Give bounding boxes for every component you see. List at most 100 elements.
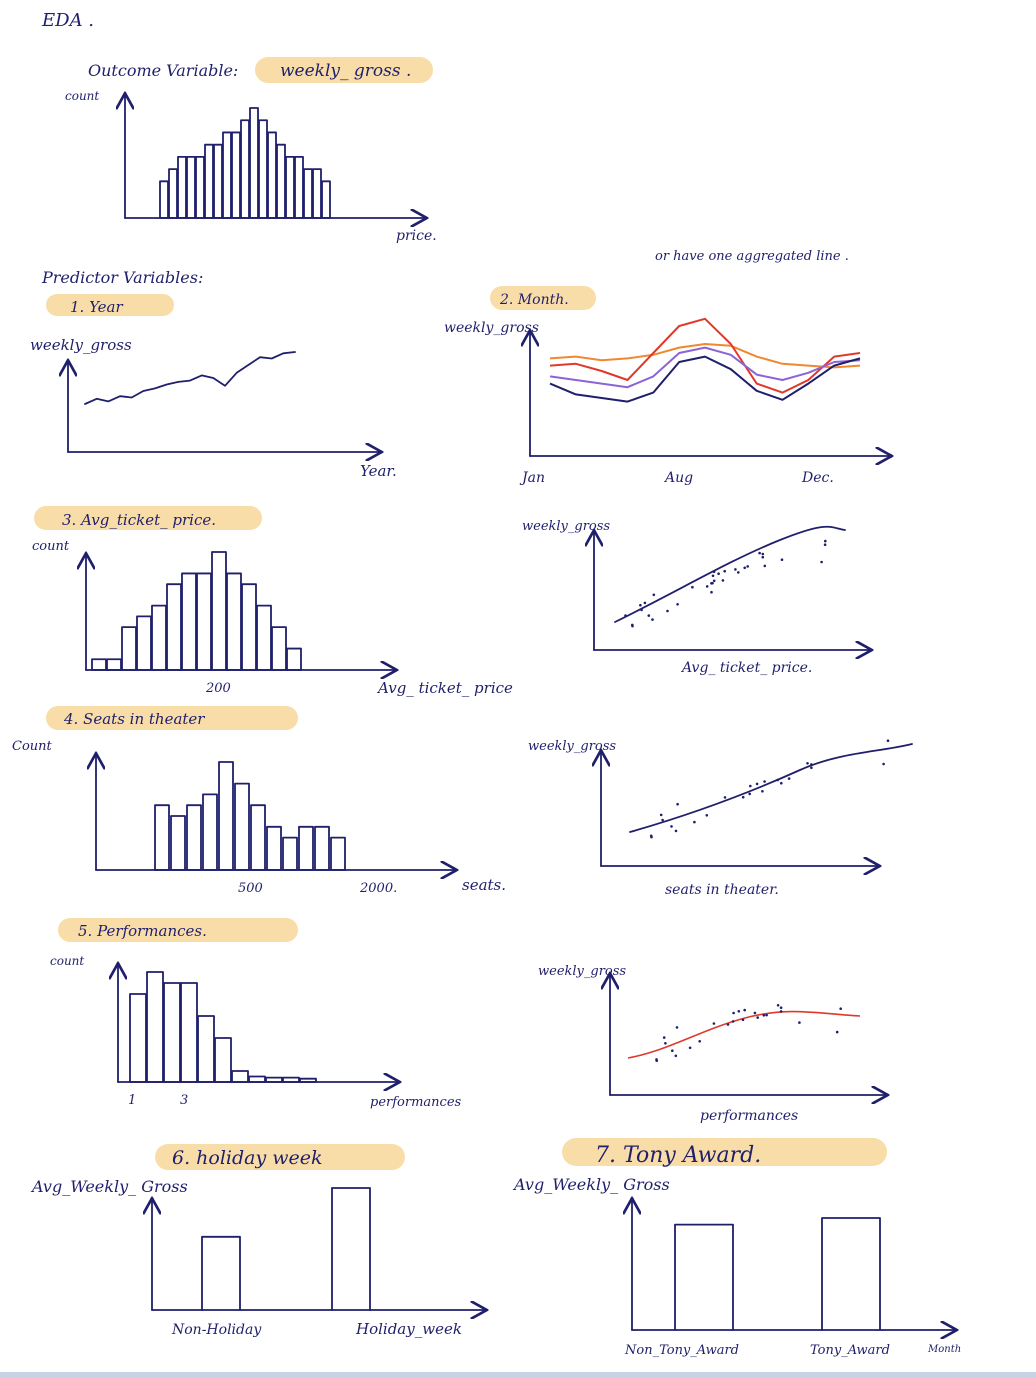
outcome-bar-11 <box>258 119 268 219</box>
month-series-2 <box>549 346 861 389</box>
seats-ylabel: Count <box>12 739 53 754</box>
perf-scatter-ylabel: weekly_gross <box>538 964 626 979</box>
perf-scatter-point-1 <box>662 1036 666 1039</box>
ticket-bar-2 <box>121 626 137 671</box>
ticket-bar-4 <box>151 604 167 671</box>
ticket-scatter-point-5 <box>676 603 679 606</box>
perf-scatter-point-24 <box>765 1013 768 1017</box>
holiday-chart: Avg_Weekly_ Gross Non-Holiday Holiday_we… <box>30 1177 485 1338</box>
predictors-label: Predictor Variables: <box>41 268 203 287</box>
year-series-line <box>84 351 296 405</box>
ticket-scatter-point-30 <box>823 543 827 546</box>
ticket-scatter-point-11 <box>820 560 823 564</box>
outcome-bar-10 <box>249 107 259 219</box>
month-heading: 2. Month. <box>499 292 569 308</box>
ticket-scatter-point-7 <box>723 569 726 573</box>
tony-extra-label: Month <box>927 1344 961 1355</box>
ticket-scatter: weekly_gross Avg_ ticket_ price. <box>522 519 870 676</box>
ticket-bar-9 <box>226 572 242 671</box>
outcome-bar-1 <box>168 168 178 219</box>
year-ylabel: weekly_gross <box>30 336 132 354</box>
outcome-value: weekly_ gross . <box>280 61 411 81</box>
perf-scatter: weekly_gross performances <box>538 964 886 1124</box>
perf-ylabel: count <box>50 954 84 968</box>
seats-scatter-point-18 <box>776 778 779 782</box>
ticket-scatter-point-33 <box>712 579 716 583</box>
seats-bar-7 <box>266 825 282 871</box>
perf-scatter-point-20 <box>712 1022 716 1025</box>
year-chart: weekly_gross Year. <box>30 336 397 480</box>
ticket-scatter-point-29 <box>763 564 767 568</box>
ticket-scatter-point-18 <box>734 568 737 571</box>
holiday-bar-1 <box>331 1187 371 1311</box>
ticket-scatter-point-25 <box>780 558 784 561</box>
ticket-scatter-point-14 <box>705 585 709 588</box>
perf-scatter-point-19 <box>671 1049 674 1052</box>
month-series-1 <box>549 317 861 394</box>
outcome-bar-6 <box>213 143 223 219</box>
holiday-cat-1: Holiday_week <box>355 1320 462 1338</box>
year-heading: 1. Year <box>70 298 123 316</box>
perf-bar-3 <box>180 982 198 1083</box>
ticket-scatter-point-6 <box>758 551 761 555</box>
seats-scatter-point-10 <box>676 802 679 806</box>
seats-scatter-point-8 <box>810 763 813 766</box>
tony-bar-0 <box>674 1223 734 1331</box>
outcome-bar-15 <box>294 155 304 219</box>
ticket-highlight <box>34 506 262 530</box>
ticket-scatter-point-17 <box>711 574 715 578</box>
ticket-scatter-point-9 <box>737 571 740 574</box>
perf-scatter-point-25 <box>798 1021 801 1024</box>
perf-xlabel: performances <box>370 1095 462 1110</box>
bottom-border <box>0 1372 1036 1378</box>
outcome-histogram: count price. <box>65 89 437 244</box>
ticket-scatter-point-8 <box>761 552 765 556</box>
outcome-bar-3 <box>186 155 196 219</box>
ticket-bar-1 <box>106 658 122 671</box>
month-series-3 <box>549 355 861 403</box>
month-series-0 <box>549 343 861 369</box>
seats-scatter-xlabel: seats in theater. <box>665 882 779 898</box>
ticket-xlabel: Avg_ ticket_ price <box>376 679 513 697</box>
outcome-bar-13 <box>276 143 286 219</box>
outcome-bar-16 <box>303 168 313 219</box>
seats-bar-5 <box>234 782 250 871</box>
outcome-bar-12 <box>267 131 277 219</box>
tony-cat-0: Non_Tony_Award <box>624 1343 739 1358</box>
seats-scatter-point-20 <box>723 796 727 799</box>
seats-scatter-point-23 <box>755 782 759 786</box>
ticket-scatter-point-22 <box>666 609 669 613</box>
seats-bar-11 <box>330 836 346 871</box>
tony-chart: Avg_Weekly_ Gross Non_Tony_Award Tony_Aw… <box>512 1175 961 1358</box>
seats-scatter: weekly_gross seats in theater. <box>528 739 913 898</box>
seats-scatter-point-17 <box>749 784 752 788</box>
perf-scatter-point-18 <box>753 1011 757 1015</box>
tony-heading: 7. Tony Award. <box>595 1143 761 1168</box>
seats-scatter-point-2 <box>748 792 751 796</box>
perf-scatter-point-2 <box>731 1020 735 1023</box>
perf-trend-line <box>627 1010 861 1059</box>
seats-bar-10 <box>314 825 330 871</box>
perf-scatter-point-17 <box>732 1011 735 1015</box>
month-note: or have one aggregated line . <box>655 249 849 264</box>
perf-highlight <box>58 918 298 942</box>
seats-scatter-point-21 <box>650 835 653 839</box>
seats-scatter-point-5 <box>705 814 709 817</box>
seats-tick-2000: 2000. <box>359 881 397 896</box>
ticket-scatter-xlabel: Avg_ ticket_ price. <box>680 660 812 676</box>
perf-scatter-point-15 <box>779 1010 783 1013</box>
outcome-bar-17 <box>312 168 322 219</box>
ticket-bar-0 <box>91 658 107 671</box>
perf-scatter-point-0 <box>741 1018 745 1022</box>
perf-scatter-point-16 <box>674 1054 678 1058</box>
ticket-scatter-point-10 <box>652 593 656 597</box>
outcome-highlight <box>255 57 433 83</box>
seats-bar-1 <box>170 815 186 871</box>
ticket-scatter-point-0 <box>721 579 725 582</box>
outcome-bar-18 <box>321 180 331 219</box>
perf-bar-9 <box>282 1076 300 1083</box>
ticket-scatter-point-31 <box>710 582 713 585</box>
tony-bar-1 <box>821 1217 881 1331</box>
perf-scatter-point-21 <box>655 1059 658 1062</box>
seats-scatter-point-4 <box>787 777 791 780</box>
